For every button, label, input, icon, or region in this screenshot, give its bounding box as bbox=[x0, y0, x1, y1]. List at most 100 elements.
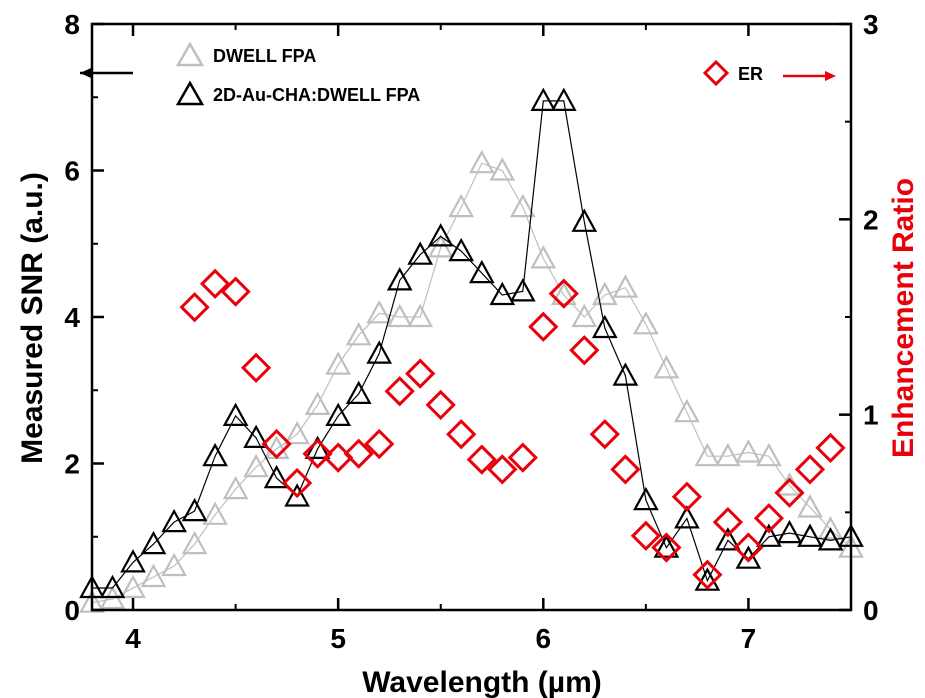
y-left-tick-label: 0 bbox=[64, 595, 80, 626]
y-right-tick-label: 0 bbox=[863, 595, 879, 626]
data-point-er bbox=[610, 454, 641, 485]
data-point-dwell bbox=[181, 530, 208, 555]
x-tick-label: 7 bbox=[741, 623, 757, 654]
data-point-au bbox=[591, 314, 618, 339]
data-point-er bbox=[261, 428, 292, 460]
data-point-au bbox=[509, 278, 536, 302]
data-point-dwell bbox=[448, 193, 475, 218]
left-arrow-head-icon bbox=[80, 68, 91, 78]
legend-au-label: 2D-Au-CHA:DWELL FPA bbox=[213, 85, 420, 105]
y-right-tick-label: 3 bbox=[863, 9, 879, 40]
data-point-er bbox=[179, 292, 210, 323]
data-point-er bbox=[528, 311, 559, 342]
data-point-dwell bbox=[161, 552, 187, 577]
data-point-dwell bbox=[366, 300, 393, 324]
data-point-dwell bbox=[653, 355, 680, 379]
data-point-dwell bbox=[222, 475, 249, 500]
data-point-dwell bbox=[489, 157, 516, 181]
data-point-au bbox=[427, 223, 454, 247]
data-point-au bbox=[715, 527, 741, 551]
data-point-au bbox=[489, 281, 516, 306]
y-right-tick-label: 1 bbox=[863, 400, 879, 431]
data-point-dwell bbox=[633, 311, 659, 335]
data-point-dwell bbox=[120, 574, 146, 599]
data-point-er bbox=[425, 389, 456, 421]
data-point-er bbox=[774, 477, 805, 508]
chart-marks bbox=[79, 87, 864, 613]
data-point-er bbox=[630, 520, 662, 551]
data-point-er bbox=[548, 278, 579, 309]
data-point-dwell bbox=[756, 442, 782, 467]
y-left-tick-label: 2 bbox=[64, 449, 80, 480]
data-point-au bbox=[797, 523, 823, 547]
data-point-dwell bbox=[797, 494, 823, 518]
data-point-er bbox=[384, 376, 415, 407]
y-left-tick-label: 4 bbox=[64, 302, 80, 333]
data-point-dwell bbox=[202, 501, 228, 525]
right-arrow-head-icon bbox=[825, 71, 836, 81]
data-point-dwell bbox=[530, 245, 557, 269]
data-point-dwell bbox=[79, 589, 105, 613]
right-y-axis-title: Enhancement Ratio bbox=[887, 178, 920, 458]
data-point-au bbox=[776, 519, 803, 544]
data-point-dwell bbox=[694, 442, 721, 467]
data-point-er bbox=[220, 276, 251, 307]
data-point-au bbox=[386, 267, 413, 291]
data-point-er bbox=[753, 503, 785, 534]
data-point-er bbox=[733, 532, 764, 563]
data-point-dwell bbox=[612, 274, 639, 298]
legend-er-marker bbox=[702, 59, 730, 87]
data-point-er bbox=[487, 454, 518, 485]
x-tick-label: 5 bbox=[330, 623, 346, 654]
data-point-er bbox=[199, 268, 231, 299]
data-point-dwell bbox=[468, 149, 495, 174]
data-point-au bbox=[735, 545, 762, 569]
y-right-tick-label: 2 bbox=[863, 204, 879, 235]
data-point-au bbox=[325, 402, 352, 426]
data-point-er bbox=[507, 442, 538, 473]
data-point-er bbox=[589, 419, 620, 450]
data-point-au bbox=[243, 424, 269, 448]
data-point-au bbox=[202, 442, 228, 467]
data-point-er bbox=[240, 352, 272, 383]
x-axis-title: Wavelength (µm) bbox=[362, 666, 602, 698]
data-point-dwell bbox=[140, 563, 167, 588]
y-left-tick-label: 8 bbox=[64, 9, 80, 40]
y-left-tick-label: 6 bbox=[64, 156, 80, 187]
data-point-dwell bbox=[674, 398, 700, 423]
data-point-er bbox=[815, 432, 846, 464]
legend-au-marker bbox=[175, 80, 205, 106]
data-point-au bbox=[161, 508, 187, 533]
chart-axes: 4 5 6 7 0 2 4 6 8 0 1 2 3 bbox=[64, 9, 878, 654]
series-line-au bbox=[92, 100, 852, 589]
data-point-er bbox=[569, 335, 600, 366]
data-point-au bbox=[530, 87, 557, 112]
data-point-dwell bbox=[571, 303, 598, 328]
data-point-dwell bbox=[304, 391, 331, 415]
data-point-au bbox=[120, 549, 146, 573]
data-point-dwell bbox=[345, 322, 372, 346]
data-point-dwell bbox=[550, 281, 577, 306]
data-point-er bbox=[364, 428, 395, 460]
legend-dwell-label: DWELL FPA bbox=[213, 46, 316, 66]
data-point-au bbox=[181, 497, 208, 522]
x-tick-label: 6 bbox=[536, 623, 552, 654]
data-point-au bbox=[263, 464, 290, 489]
data-point-au bbox=[407, 241, 434, 265]
data-point-er bbox=[466, 444, 497, 475]
data-point-dwell bbox=[591, 281, 618, 306]
data-point-er bbox=[692, 559, 723, 590]
data-point-er bbox=[712, 506, 744, 538]
data-point-au bbox=[284, 483, 310, 507]
data-point-er bbox=[302, 438, 333, 469]
data-point-au bbox=[674, 505, 700, 529]
chart-legend: DWELL FPA 2D-Au-CHA:DWELL FPA ER bbox=[80, 41, 836, 106]
data-point-dwell bbox=[407, 303, 434, 328]
data-point-au bbox=[612, 362, 639, 386]
data-point-au bbox=[222, 402, 249, 426]
data-point-au bbox=[468, 259, 495, 284]
data-point-er bbox=[281, 467, 313, 499]
data-point-dwell bbox=[243, 453, 269, 478]
data-point-er bbox=[794, 454, 826, 485]
